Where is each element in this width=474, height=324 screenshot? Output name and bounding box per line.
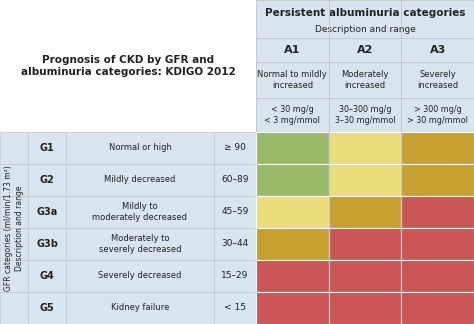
Text: Moderately
increased: Moderately increased (341, 70, 389, 90)
Bar (328, 132, 401, 164)
Text: 45–59: 45–59 (221, 207, 249, 216)
Bar (328, 292, 401, 324)
Bar (66, 132, 214, 164)
Text: G5: G5 (40, 303, 55, 313)
Bar (328, 98, 401, 132)
Text: Description and range: Description and range (315, 25, 415, 34)
Bar (328, 260, 401, 292)
Bar (256, 0, 474, 38)
Bar (256, 38, 328, 62)
Bar (28, 260, 66, 292)
Bar (401, 196, 474, 228)
Bar (214, 228, 256, 260)
Bar (66, 228, 214, 260)
Bar (256, 228, 328, 260)
Bar (214, 132, 256, 164)
Bar (214, 260, 256, 292)
Bar (328, 62, 401, 98)
Text: Normal to mildly
increased: Normal to mildly increased (257, 70, 327, 90)
Text: A1: A1 (284, 45, 301, 55)
Bar (256, 132, 328, 164)
Bar (214, 292, 256, 324)
Bar (28, 292, 66, 324)
Bar (256, 164, 328, 196)
Bar (0, 292, 28, 324)
Bar (0, 132, 28, 164)
Bar (256, 260, 328, 292)
Bar (28, 132, 66, 164)
Text: < 30 mg/g
< 3 mg/mmol: < 30 mg/g < 3 mg/mmol (264, 105, 320, 125)
Text: A3: A3 (429, 45, 446, 55)
Bar (328, 228, 401, 260)
Text: G2: G2 (40, 175, 55, 185)
Text: G3a: G3a (36, 207, 58, 217)
Bar (28, 196, 66, 228)
Text: 30–300 mg/g
3–30 mg/mmol: 30–300 mg/g 3–30 mg/mmol (335, 105, 395, 125)
Text: ≥ 90: ≥ 90 (224, 144, 246, 153)
Text: > 300 mg/g
> 30 mg/mmol: > 300 mg/g > 30 mg/mmol (407, 105, 468, 125)
Text: Moderately to
severely decreased: Moderately to severely decreased (99, 234, 181, 254)
Text: Persistent albuminuria categories: Persistent albuminuria categories (265, 8, 465, 18)
Bar (66, 196, 214, 228)
Text: Mildly to
moderately decreased: Mildly to moderately decreased (92, 202, 188, 222)
Bar (401, 292, 474, 324)
Text: 30–44: 30–44 (221, 239, 249, 249)
Bar (401, 62, 474, 98)
Text: 15–29: 15–29 (221, 272, 249, 281)
Bar (214, 164, 256, 196)
Bar (0, 196, 28, 228)
Bar (256, 292, 328, 324)
Text: Mildly decreased: Mildly decreased (104, 176, 176, 184)
Text: A2: A2 (357, 45, 373, 55)
Bar (401, 38, 474, 62)
Text: 60–89: 60–89 (221, 176, 249, 184)
Bar (401, 98, 474, 132)
Text: Normal or high: Normal or high (109, 144, 172, 153)
Bar (256, 196, 328, 228)
Bar (401, 260, 474, 292)
Bar (214, 196, 256, 228)
Bar (401, 132, 474, 164)
Text: < 15: < 15 (224, 304, 246, 313)
Bar (0, 260, 28, 292)
Bar (401, 228, 474, 260)
Bar (328, 164, 401, 196)
Text: Prognosis of CKD by GFR and
albuminuria categories: KDIGO 2012: Prognosis of CKD by GFR and albuminuria … (21, 55, 236, 77)
Bar (256, 98, 328, 132)
Bar (256, 62, 328, 98)
Text: G3b: G3b (36, 239, 58, 249)
Bar (0, 164, 28, 196)
Bar (0, 0, 256, 132)
Bar (66, 164, 214, 196)
Bar (0, 228, 28, 260)
Text: Severely
increased: Severely increased (417, 70, 458, 90)
Text: G1: G1 (40, 143, 55, 153)
Text: GFR categories (ml/min/1.73 m²)
Description and range: GFR categories (ml/min/1.73 m²) Descript… (4, 165, 24, 291)
Bar (328, 196, 401, 228)
Text: Severely decreased: Severely decreased (98, 272, 182, 281)
Text: Kidney failure: Kidney failure (111, 304, 169, 313)
Bar (66, 292, 214, 324)
Bar (66, 260, 214, 292)
Text: G4: G4 (40, 271, 55, 281)
Bar (328, 38, 401, 62)
Bar (28, 228, 66, 260)
Bar (401, 164, 474, 196)
Bar (28, 164, 66, 196)
